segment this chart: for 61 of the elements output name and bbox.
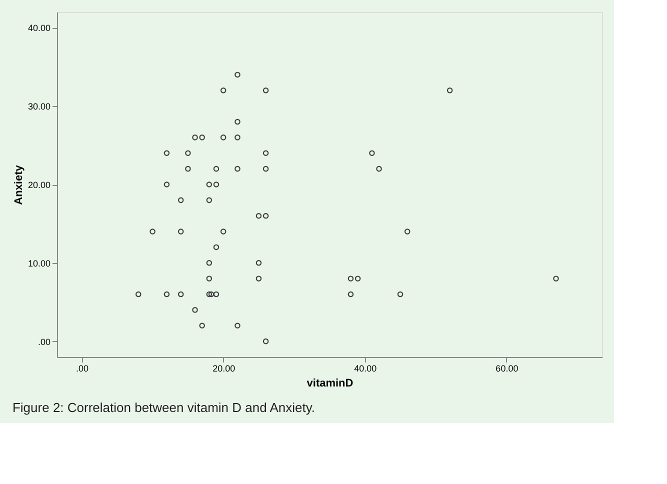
x-tick-label: 20.00	[212, 364, 236, 374]
point	[262, 338, 269, 344]
y-axis-title: Anxiety	[12, 164, 25, 205]
point	[206, 291, 212, 298]
y-tick-label: 10.00	[28, 258, 50, 268]
point	[404, 228, 410, 234]
point	[234, 134, 240, 140]
point	[213, 244, 220, 250]
point	[178, 228, 184, 234]
point	[256, 260, 262, 266]
point	[234, 72, 240, 78]
point	[206, 182, 212, 188]
point	[136, 291, 142, 298]
point	[348, 291, 354, 298]
point	[348, 276, 354, 282]
y-tick-label: .00	[38, 336, 50, 347]
point	[206, 197, 212, 204]
point	[220, 134, 226, 140]
point	[262, 166, 269, 172]
point	[262, 88, 269, 94]
point	[234, 166, 240, 172]
point	[178, 197, 184, 204]
point	[220, 88, 226, 94]
point	[376, 166, 382, 172]
point	[185, 150, 191, 156]
point	[262, 150, 269, 156]
point	[185, 166, 191, 172]
point	[178, 291, 184, 298]
point	[206, 276, 212, 282]
point	[553, 276, 559, 282]
point	[256, 212, 262, 219]
point	[192, 307, 198, 313]
point	[199, 134, 205, 140]
point	[192, 134, 198, 140]
point	[234, 322, 240, 329]
point	[446, 88, 453, 94]
point	[150, 228, 156, 234]
caption: Figure 2: Correlation between vitamin D and Anxiety.	[12, 400, 316, 415]
point	[369, 150, 375, 156]
point	[199, 322, 205, 329]
x-tick-label: 40.00	[354, 364, 377, 374]
point	[262, 212, 269, 219]
point	[234, 118, 240, 125]
y-tick-label: 30.00	[28, 102, 50, 112]
point	[220, 228, 226, 234]
point	[354, 276, 361, 282]
point	[164, 182, 170, 188]
point	[213, 182, 220, 188]
x-tick-label: .00	[76, 364, 89, 374]
point	[213, 166, 220, 172]
point	[164, 291, 170, 298]
y-tick-label: 40.00	[28, 23, 50, 34]
point	[256, 276, 262, 282]
point	[164, 150, 170, 156]
point	[397, 291, 404, 298]
x-axis-title: vitaminD	[306, 378, 354, 390]
y-tick-label: 20.00	[28, 180, 50, 190]
point	[206, 260, 212, 266]
point	[208, 291, 214, 298]
point	[213, 291, 220, 298]
x-tick-label: 60.00	[496, 364, 518, 374]
